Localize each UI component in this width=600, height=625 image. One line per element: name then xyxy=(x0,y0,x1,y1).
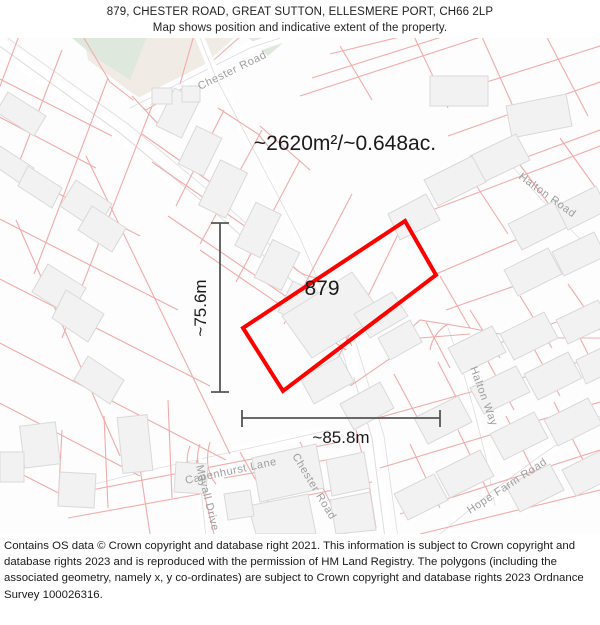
page-title: 879, CHESTER ROAD, GREAT SUTTON, ELLESME… xyxy=(106,6,494,18)
buildings xyxy=(0,75,600,534)
copyright-text: Contains OS data © Crown copyright and d… xyxy=(4,540,584,601)
plot-number-label: 879 xyxy=(304,277,339,300)
map-canvas[interactable]: ~75.6m ~85.8m ~2620m²/~0.648ac. 879 Ches… xyxy=(0,38,600,534)
copyright-footer: Contains OS data © Crown copyright and d… xyxy=(0,536,600,625)
dimension-height-label: ~75.6m xyxy=(191,279,210,336)
dimension-height xyxy=(211,222,229,393)
dimension-width-label: ~85.8m xyxy=(312,428,369,447)
page-header: 879, CHESTER ROAD, GREAT SUTTON, ELLESME… xyxy=(0,0,600,40)
dimension-width xyxy=(241,410,441,427)
area-label: ~2620m²/~0.648ac. xyxy=(254,132,436,155)
map-svg[interactable]: ~75.6m ~85.8m ~2620m²/~0.648ac. 879 Ches… xyxy=(0,38,600,534)
page-subtitle: Map shows position and indicative extent… xyxy=(152,22,448,34)
property-boundary-polygon[interactable] xyxy=(240,218,439,394)
